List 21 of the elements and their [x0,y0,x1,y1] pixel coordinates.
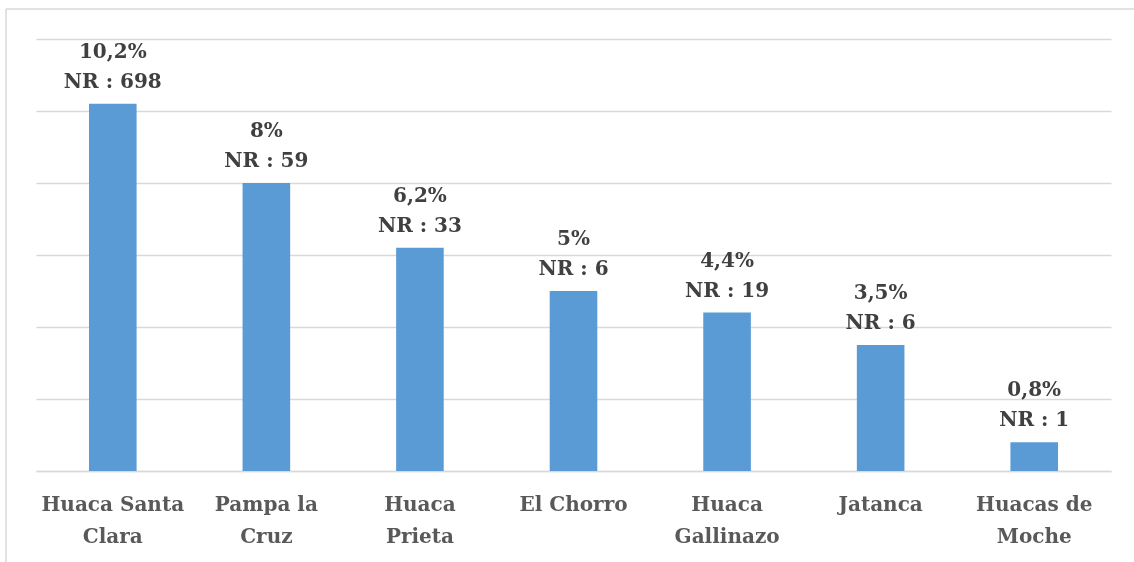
bar [88,103,137,471]
x-tick-label: Pampa la Cruz [214,491,318,548]
x-tick-label: Huaca Prieta [384,491,456,548]
data-label: 4,4% NR : 19 [685,247,770,302]
bar [703,312,751,471]
x-tick-label: Huaca Gallinazo [674,491,780,548]
bar [856,345,905,471]
x-tick-label: Jatanca [836,491,923,516]
bar [242,183,291,471]
data-label: 0,8% NR : 1 [999,377,1070,432]
data-label: 3,5% NR : 6 [845,280,916,334]
data-label: 8% NR : 59 [224,118,309,172]
bar [396,247,444,471]
bar [549,291,598,471]
x-tick-label: Huaca Santa Clara [41,491,185,548]
bar [1010,442,1059,471]
x-tick-label: Huacas de Moche [975,491,1093,548]
data-label: 6,2% NR : 33 [377,182,462,237]
data-label: 10,2% NR : 698 [63,38,162,93]
data-label: 5% NR : 6 [538,226,609,280]
x-tick-label: El Chorro [519,491,628,516]
